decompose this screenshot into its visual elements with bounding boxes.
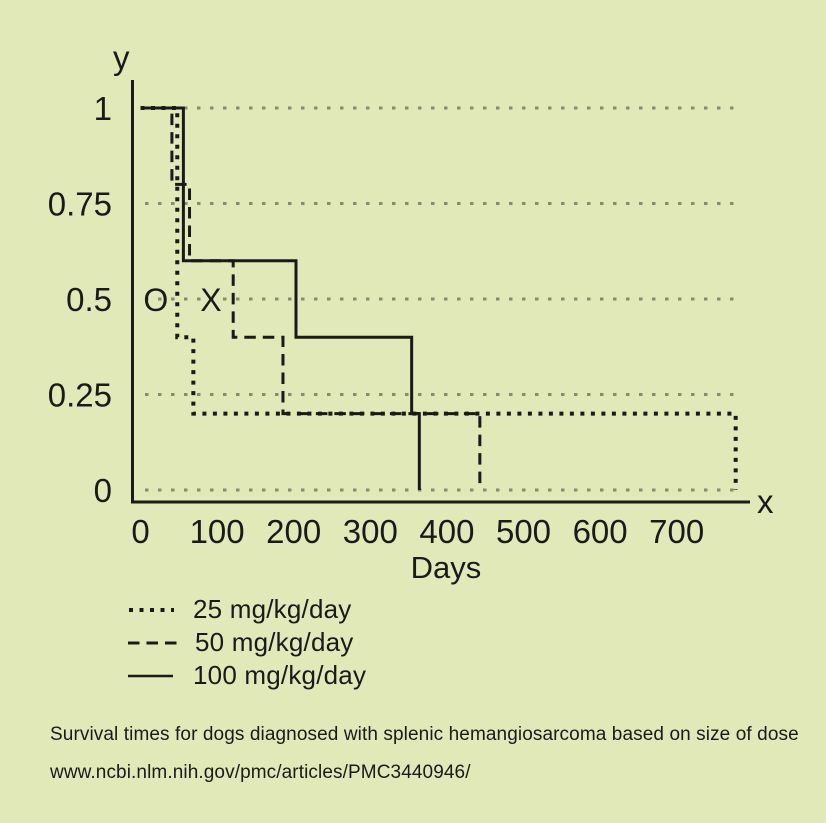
y-tick-label-1: 1 [94,90,112,127]
dashed-line-swatch [128,641,177,644]
legend-label-100mg: 100 mg/kg/day [193,660,367,690]
x-tick-label-200: 200 [266,513,321,550]
legend-item-25mg: 25 mg/kg/day [127,593,366,626]
legend-label-25mg: 25 mg/kg/day [193,594,352,624]
legend: 25 mg/kg/day 50 mg/kg/day 100 mg/kg/day [127,593,366,692]
y-tick-label-0.25: 0.25 [48,377,112,414]
tick-labels-group: 1 0.75 0.5 0.25 00 100 200 300 400 500 600 700 O X [48,90,704,550]
solid-line-swatch [128,674,173,677]
series-group [140,106,738,490]
series-dotted-curve [140,106,738,490]
x-tick-label-500: 500 [496,513,551,550]
series-dashed-curve [140,106,482,490]
x-axis-letter: x [757,483,774,520]
x-tick-label-0: 0 [131,513,149,550]
y-tick-label-0.75: 0.75 [48,186,112,223]
figure-caption: Survival times for dogs diagnosed with s… [50,724,799,745]
series-solid-curve [140,106,421,490]
annotation-X: X [200,282,221,318]
legend-item-50mg: 50 mg/kg/day [127,626,366,659]
y-axis-letter: y [113,39,130,76]
annotation-O: O [143,282,168,318]
y-tick-label-0: 0 [94,472,112,509]
x-axis-title: Days [411,550,482,585]
legend-label-50mg: 50 mg/kg/day [195,627,354,657]
dotted-line-swatch [129,607,174,612]
x-tick-label-300: 300 [343,513,398,550]
y-tick-label-0.5: 0.5 [66,281,112,318]
x-tick-label-600: 600 [573,513,628,550]
x-tick-label-400: 400 [419,513,474,550]
source-url: www.ncbi.nlm.nih.gov/pmc/articles/PMC344… [50,762,471,783]
x-tick-label-100: 100 [190,513,245,550]
legend-item-100mg: 100 mg/kg/day [127,659,366,692]
x-tick-label-700: 700 [649,513,704,550]
